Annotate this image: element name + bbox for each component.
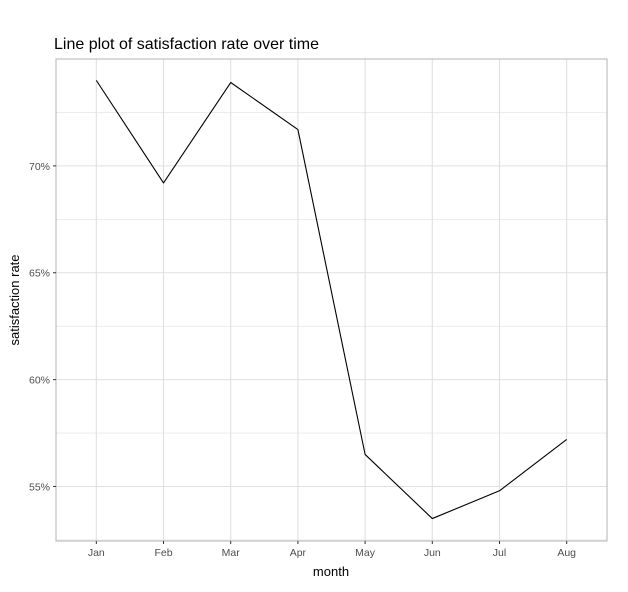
y-tick-label: 70% xyxy=(29,161,50,173)
x-axis: Jan Feb Mar Apr May Jun Jul Aug xyxy=(88,541,576,559)
y-tick-label: 60% xyxy=(29,375,50,387)
x-tick-label: Mar xyxy=(222,547,241,559)
x-tick-label: Apr xyxy=(290,547,307,559)
x-tick-label: Jan xyxy=(88,547,105,559)
grid-lines xyxy=(56,59,607,541)
x-axis-title: month xyxy=(313,564,349,579)
y-axis: 55% 60% 65% 70% xyxy=(29,161,56,493)
x-tick-label: May xyxy=(355,547,376,559)
series-line xyxy=(95,80,568,520)
y-axis-title: satisfaction rate xyxy=(7,254,22,345)
y-tick-label: 55% xyxy=(29,481,50,493)
panel-border xyxy=(55,58,608,542)
x-tick-label: Jun xyxy=(424,547,441,559)
series-group xyxy=(95,80,568,520)
y-tick-label: 65% xyxy=(29,268,50,280)
chart-title: Line plot of satisfaction rate over time xyxy=(54,36,319,53)
x-tick-label: Jul xyxy=(493,547,506,559)
x-tick-label: Feb xyxy=(154,547,172,559)
x-tick-label: Aug xyxy=(557,547,576,559)
